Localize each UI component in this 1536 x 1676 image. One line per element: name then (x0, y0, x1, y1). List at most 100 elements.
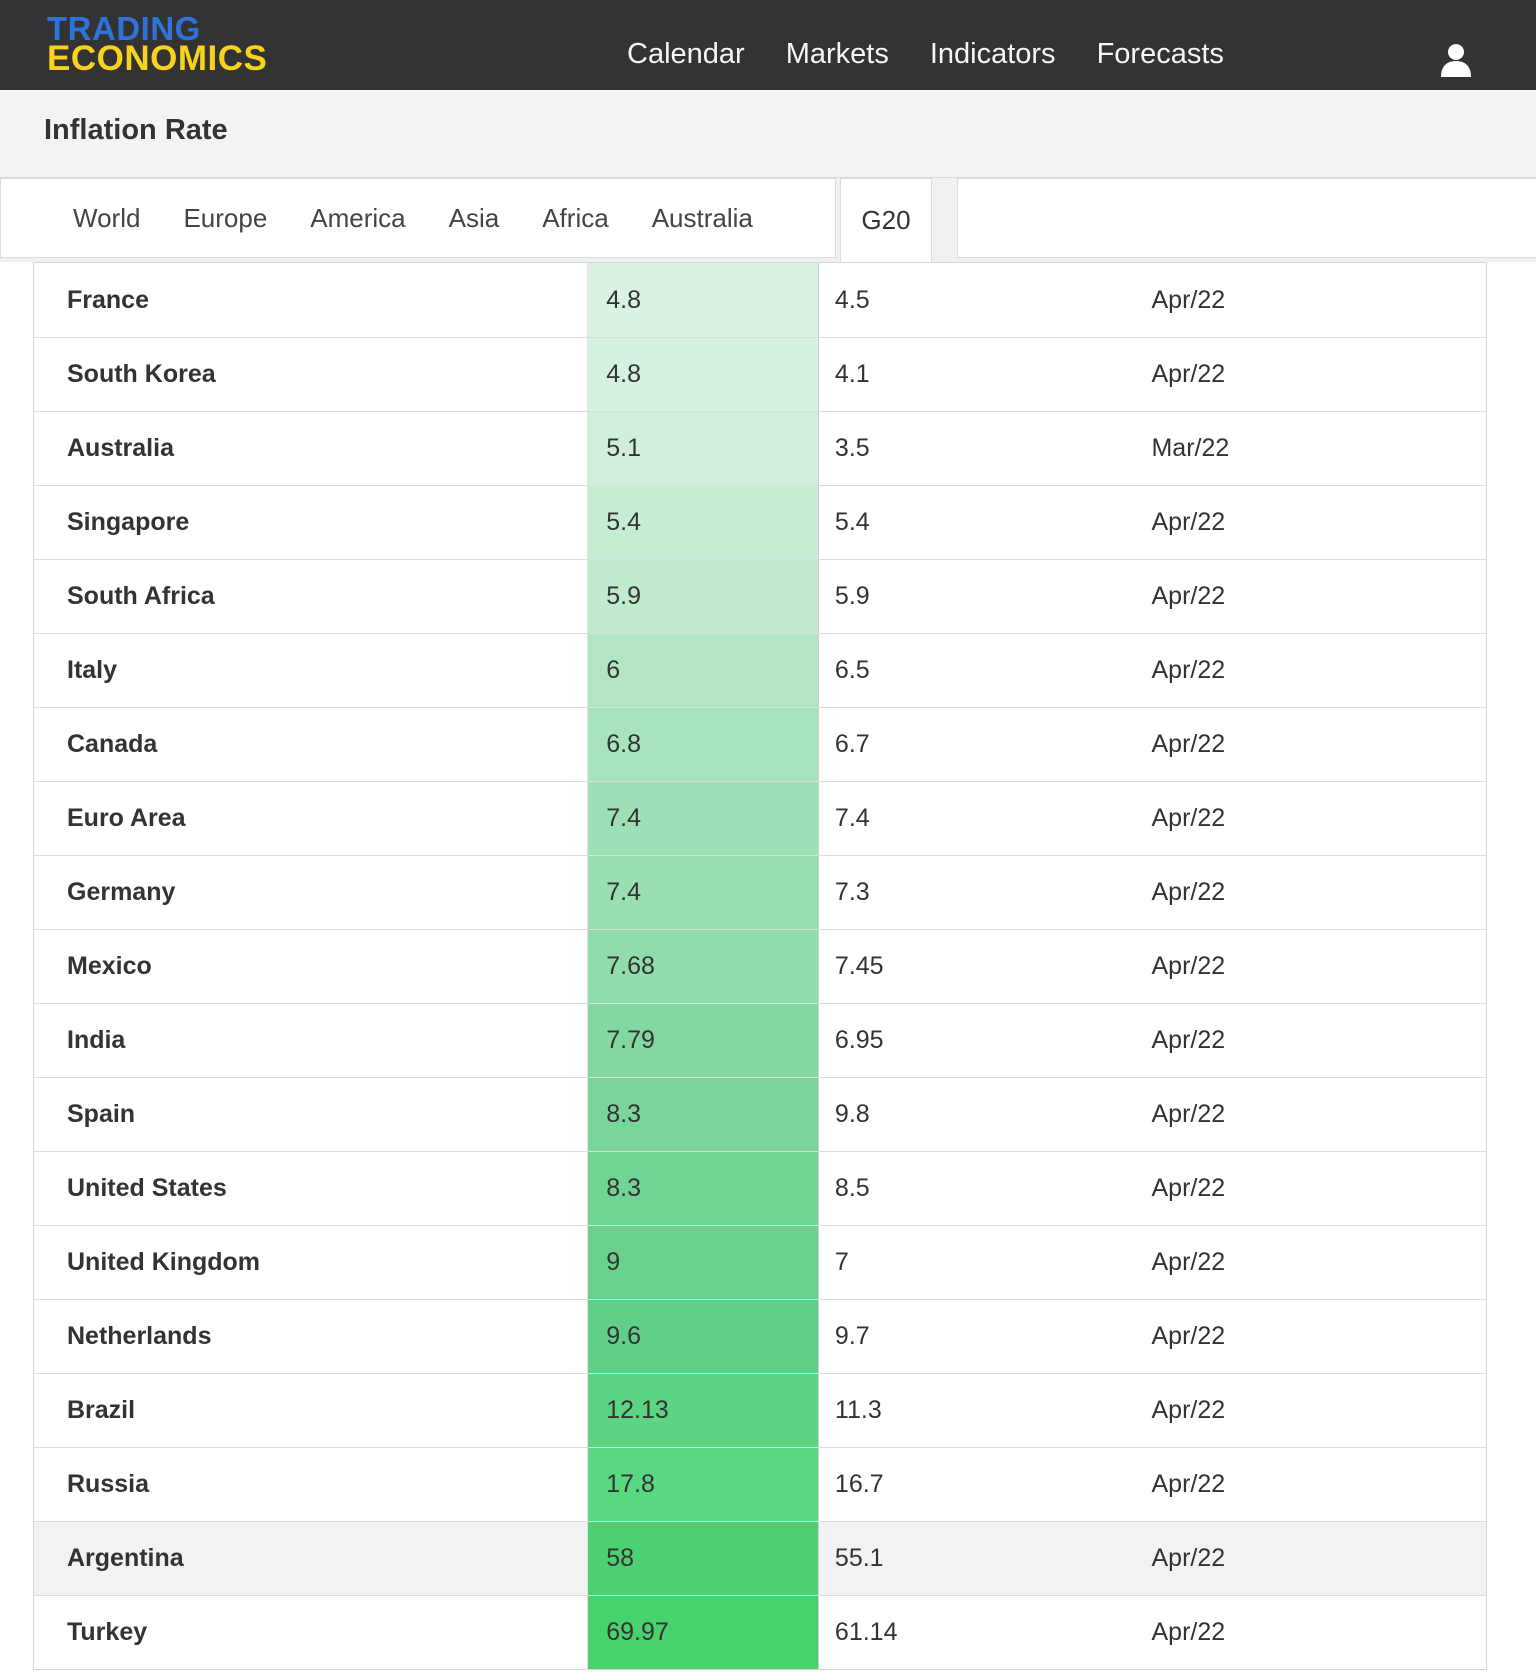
country-cell[interactable]: India (67, 1026, 126, 1054)
table-row[interactable]: South Africa 5.9 5.9 Apr/22 (34, 559, 1486, 633)
country-cell[interactable]: Spain (67, 1100, 136, 1128)
tab-africa[interactable]: Africa (542, 202, 609, 233)
country-cell[interactable]: Russia (67, 1470, 149, 1498)
table-row[interactable]: Canada 6.8 6.7 Apr/22 (34, 707, 1486, 781)
previous-value-cell: 6.7 (834, 730, 870, 758)
last-value-cell: 12.13 (587, 1374, 819, 1447)
reference-date-cell: Apr/22 (1151, 1618, 1226, 1646)
previous-value-cell: 9.8 (834, 1100, 870, 1128)
country-cell[interactable]: Turkey (67, 1618, 148, 1646)
last-value-cell: 7.79 (587, 1004, 819, 1077)
table-row[interactable]: India 7.79 6.95 Apr/22 (34, 1003, 1486, 1077)
last-value-cell: 4.8 (587, 338, 819, 411)
table-row[interactable]: Spain 8.3 9.8 Apr/22 (34, 1077, 1486, 1151)
tab-world[interactable]: World (73, 202, 141, 233)
country-cell[interactable]: South Africa (67, 582, 215, 610)
table-row[interactable]: Italy 6 6.5 Apr/22 (34, 633, 1486, 707)
previous-value-cell: 7.4 (834, 804, 870, 832)
reference-date-cell: Mar/22 (1151, 434, 1230, 462)
country-cell[interactable]: Canada (67, 730, 158, 758)
country-cell[interactable]: Netherlands (67, 1322, 212, 1350)
previous-value-cell: 5.4 (834, 508, 870, 536)
country-cell[interactable]: South Korea (67, 360, 216, 388)
reference-date-cell: Apr/22 (1151, 1322, 1226, 1350)
country-cell[interactable]: Mexico (67, 952, 152, 980)
country-cell[interactable]: Euro Area (67, 804, 186, 832)
reference-date-cell: Apr/22 (1151, 1544, 1226, 1572)
last-value-cell: 9.6 (587, 1300, 819, 1373)
nav-item-markets[interactable]: Markets (785, 38, 889, 70)
inflation-rate-table: France 4.8 4.5 Apr/22 South Korea 4.8 4.… (33, 262, 1487, 1670)
reference-date-cell: Apr/22 (1151, 1396, 1226, 1424)
last-value-cell: 7.4 (587, 782, 819, 855)
last-value-cell: 58 (587, 1522, 819, 1595)
table-row[interactable]: Argentina 58 55.1 Apr/22 (34, 1521, 1486, 1595)
table-row[interactable]: Australia 5.1 3.5 Mar/22 (34, 411, 1486, 485)
table-row[interactable]: Euro Area 7.4 7.4 Apr/22 (34, 781, 1486, 855)
country-cell[interactable]: Brazil (67, 1396, 136, 1424)
tab-strip-filler (957, 178, 1536, 258)
country-cell[interactable]: United Kingdom (67, 1248, 261, 1276)
previous-value-cell: 6.95 (834, 1026, 884, 1054)
logo-line-trading: TRADING (47, 10, 201, 47)
last-value-cell: 8.3 (587, 1152, 819, 1225)
reference-date-cell: Apr/22 (1151, 656, 1226, 684)
previous-value-cell: 9.7 (834, 1322, 870, 1350)
table-row[interactable]: United Kingdom 9 7 Apr/22 (34, 1225, 1486, 1299)
table-row[interactable]: United States 8.3 8.5 Apr/22 (34, 1151, 1486, 1225)
last-value-cell: 5.9 (587, 560, 819, 633)
tab-europe[interactable]: Europe (183, 202, 268, 233)
country-cell[interactable]: Singapore (67, 508, 190, 536)
previous-value-cell: 7.3 (834, 878, 870, 906)
reference-date-cell: Apr/22 (1151, 1100, 1226, 1128)
nav-item-indicators[interactable]: Indicators (929, 38, 1056, 70)
country-cell[interactable]: United States (67, 1174, 227, 1202)
table-row[interactable]: Turkey 69.97 61.14 Apr/22 (34, 1595, 1486, 1669)
tab-g20-label: G20 (861, 205, 911, 235)
table-row[interactable]: France 4.8 4.5 Apr/22 (34, 263, 1486, 337)
previous-value-cell: 4.5 (834, 285, 870, 314)
previous-value-cell: 7 (834, 1248, 849, 1276)
last-value-cell: 6.8 (587, 708, 819, 781)
country-cell[interactable]: Germany (67, 878, 176, 906)
previous-value-cell: 5.9 (834, 582, 870, 610)
last-value-cell: 9 (587, 1226, 819, 1299)
previous-value-cell: 6.5 (834, 656, 870, 684)
nav-item-calendar[interactable]: Calendar (627, 38, 745, 70)
region-tabs: World Europe America Asia Africa Austral… (0, 178, 1536, 262)
last-value-cell: 5.1 (587, 412, 819, 485)
reference-date-cell: Apr/22 (1151, 804, 1226, 832)
country-cell[interactable]: Argentina (67, 1544, 184, 1572)
table-row[interactable]: Singapore 5.4 5.4 Apr/22 (34, 485, 1486, 559)
logo-line-economics: ECONOMICS (47, 39, 268, 78)
previous-value-cell: 55.1 (834, 1544, 884, 1572)
last-value-cell: 5.4 (587, 486, 819, 559)
previous-value-cell: 3.5 (834, 434, 870, 462)
last-value-cell: 6 (587, 634, 819, 707)
previous-value-cell: 11.3 (834, 1396, 882, 1424)
table-row[interactable]: Netherlands 9.6 9.7 Apr/22 (34, 1299, 1486, 1373)
nav-item-forecasts[interactable]: Forecasts (1096, 38, 1224, 70)
previous-value-cell: 61.14 (834, 1618, 898, 1646)
tab-america[interactable]: America (310, 202, 406, 233)
table-row[interactable]: Germany 7.4 7.3 Apr/22 (34, 855, 1486, 929)
tab-asia[interactable]: Asia (448, 202, 500, 233)
user-account-icon[interactable] (1440, 43, 1472, 77)
table-row[interactable]: South Korea 4.8 4.1 Apr/22 (34, 337, 1486, 411)
reference-date-cell: Apr/22 (1151, 582, 1226, 610)
trading-economics-logo[interactable]: TRADING ECONOMICS (47, 12, 267, 76)
page-title: Inflation Rate (44, 114, 228, 146)
tab-g20-active[interactable]: G20 (840, 178, 932, 262)
reference-date-cell: Apr/22 (1151, 730, 1226, 758)
reference-date-cell: Apr/22 (1151, 952, 1226, 980)
table-row[interactable]: Brazil 12.13 11.3 Apr/22 (34, 1373, 1486, 1447)
country-cell[interactable]: France (67, 285, 149, 314)
country-cell[interactable]: Australia (67, 434, 174, 462)
table-row[interactable]: Mexico 7.68 7.45 Apr/22 (34, 929, 1486, 1003)
tab-australia[interactable]: Australia (651, 202, 753, 233)
last-value-cell: 8.3 (587, 1078, 819, 1151)
country-cell[interactable]: Italy (67, 656, 118, 684)
table-row[interactable]: Russia 17.8 16.7 Apr/22 (34, 1447, 1486, 1521)
reference-date-cell: Apr/22 (1151, 878, 1226, 906)
reference-date-cell: Apr/22 (1151, 1470, 1226, 1498)
